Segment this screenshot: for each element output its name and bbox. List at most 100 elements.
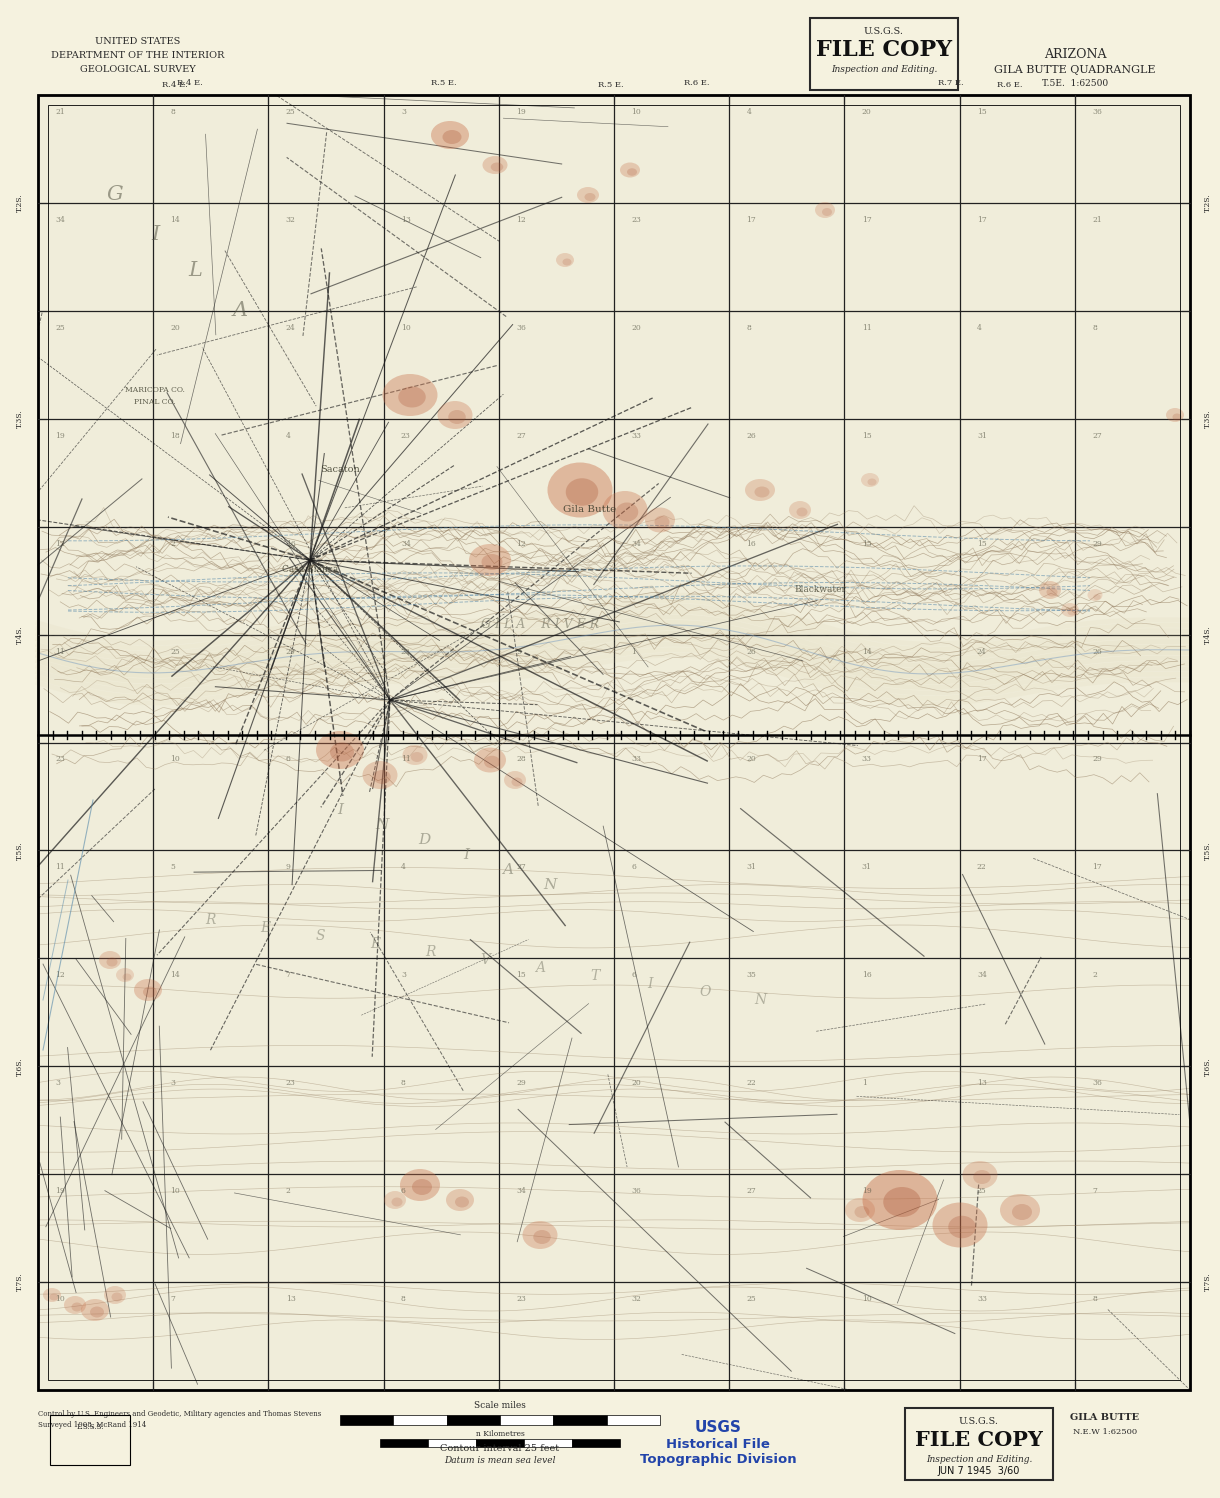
Ellipse shape bbox=[797, 508, 808, 517]
Ellipse shape bbox=[143, 987, 157, 998]
Text: R.6 E.: R.6 E. bbox=[684, 79, 710, 87]
Ellipse shape bbox=[1087, 589, 1103, 601]
Ellipse shape bbox=[511, 777, 522, 786]
Ellipse shape bbox=[562, 259, 571, 265]
Text: 25: 25 bbox=[747, 1296, 756, 1303]
Text: 1: 1 bbox=[861, 1079, 866, 1088]
Text: 20: 20 bbox=[631, 324, 640, 331]
Ellipse shape bbox=[484, 756, 500, 768]
Text: 19: 19 bbox=[516, 108, 526, 115]
Ellipse shape bbox=[490, 162, 503, 171]
Text: Blackwater: Blackwater bbox=[794, 586, 845, 595]
Ellipse shape bbox=[963, 1161, 998, 1189]
Ellipse shape bbox=[854, 1206, 870, 1218]
Text: Scale miles: Scale miles bbox=[475, 1401, 526, 1410]
Text: 27: 27 bbox=[516, 431, 526, 440]
Text: N.E.W 1:62500: N.E.W 1:62500 bbox=[1072, 1428, 1137, 1437]
Text: GILA BUTTE: GILA BUTTE bbox=[1070, 1414, 1139, 1423]
Ellipse shape bbox=[392, 1197, 403, 1206]
Text: 29: 29 bbox=[1092, 539, 1102, 548]
Text: 4: 4 bbox=[285, 431, 290, 440]
Text: 34: 34 bbox=[55, 216, 65, 223]
Text: 36: 36 bbox=[1092, 108, 1102, 115]
Ellipse shape bbox=[584, 193, 595, 201]
Text: 28: 28 bbox=[516, 755, 526, 764]
Text: 26: 26 bbox=[747, 647, 756, 656]
Text: 10: 10 bbox=[401, 324, 411, 331]
Ellipse shape bbox=[504, 771, 526, 789]
Text: 23: 23 bbox=[55, 755, 65, 764]
Text: 16: 16 bbox=[747, 539, 756, 548]
Text: 25: 25 bbox=[55, 324, 65, 331]
Text: 10: 10 bbox=[55, 1296, 65, 1303]
Text: 11: 11 bbox=[861, 324, 871, 331]
Text: 10: 10 bbox=[171, 1186, 181, 1195]
Text: 31: 31 bbox=[977, 431, 987, 440]
Ellipse shape bbox=[72, 1302, 83, 1312]
Text: R: R bbox=[205, 912, 215, 927]
Ellipse shape bbox=[603, 491, 648, 529]
Text: UNITED STATES: UNITED STATES bbox=[95, 37, 181, 46]
Ellipse shape bbox=[645, 508, 675, 532]
Ellipse shape bbox=[867, 478, 876, 485]
Text: T.7S.: T.7S. bbox=[16, 1273, 24, 1291]
Text: 32: 32 bbox=[285, 216, 295, 223]
Text: T.5S.: T.5S. bbox=[1204, 840, 1211, 860]
Text: A: A bbox=[503, 863, 514, 876]
Text: 24: 24 bbox=[285, 324, 295, 331]
Ellipse shape bbox=[400, 1168, 440, 1201]
Text: T.2S.: T.2S. bbox=[16, 193, 24, 213]
Text: 25: 25 bbox=[171, 647, 181, 656]
Text: R.7 E.: R.7 E. bbox=[938, 79, 964, 87]
Text: 6: 6 bbox=[285, 755, 290, 764]
Text: 20: 20 bbox=[861, 108, 871, 115]
Text: 12: 12 bbox=[55, 971, 65, 980]
Ellipse shape bbox=[50, 1293, 59, 1300]
Ellipse shape bbox=[1013, 1204, 1032, 1219]
Text: 2: 2 bbox=[1092, 971, 1097, 980]
Text: 24: 24 bbox=[977, 647, 987, 656]
Ellipse shape bbox=[316, 731, 364, 768]
Text: 27: 27 bbox=[747, 1186, 756, 1195]
Text: 8: 8 bbox=[1092, 324, 1097, 331]
Text: 34: 34 bbox=[977, 971, 987, 980]
Ellipse shape bbox=[81, 1299, 109, 1321]
Ellipse shape bbox=[63, 1296, 85, 1314]
Text: 6: 6 bbox=[631, 971, 636, 980]
Text: 22: 22 bbox=[977, 863, 987, 872]
Ellipse shape bbox=[815, 202, 834, 219]
Ellipse shape bbox=[1172, 413, 1181, 421]
Bar bbox=[48, 105, 1180, 1380]
Ellipse shape bbox=[398, 386, 426, 407]
Bar bbox=[447, 1416, 500, 1425]
Text: 36: 36 bbox=[516, 324, 526, 331]
Ellipse shape bbox=[111, 1293, 122, 1302]
Text: 15: 15 bbox=[861, 539, 871, 548]
Text: S: S bbox=[315, 929, 325, 944]
Text: 34: 34 bbox=[401, 539, 411, 548]
Text: 13: 13 bbox=[285, 1296, 295, 1303]
Text: 15: 15 bbox=[861, 431, 871, 440]
Text: R.6 E.: R.6 E. bbox=[997, 81, 1022, 88]
Ellipse shape bbox=[482, 156, 508, 174]
Ellipse shape bbox=[116, 968, 134, 983]
Text: 15: 15 bbox=[977, 539, 987, 548]
Text: FILE COPY: FILE COPY bbox=[816, 39, 952, 61]
Text: 20: 20 bbox=[171, 324, 181, 331]
Ellipse shape bbox=[654, 515, 670, 529]
Text: 33: 33 bbox=[631, 431, 642, 440]
Ellipse shape bbox=[789, 500, 811, 518]
Ellipse shape bbox=[620, 162, 640, 177]
Text: GEOLOGICAL SURVEY: GEOLOGICAL SURVEY bbox=[81, 66, 196, 75]
Ellipse shape bbox=[1039, 581, 1061, 599]
Ellipse shape bbox=[362, 761, 398, 789]
Text: 20: 20 bbox=[631, 1079, 640, 1088]
Text: 7: 7 bbox=[285, 971, 290, 980]
Text: 3: 3 bbox=[401, 108, 406, 115]
Ellipse shape bbox=[90, 1306, 104, 1318]
Text: 3: 3 bbox=[171, 1079, 176, 1088]
Text: 9: 9 bbox=[285, 863, 290, 872]
Text: 4: 4 bbox=[977, 324, 982, 331]
Ellipse shape bbox=[627, 168, 637, 175]
Ellipse shape bbox=[566, 478, 598, 506]
